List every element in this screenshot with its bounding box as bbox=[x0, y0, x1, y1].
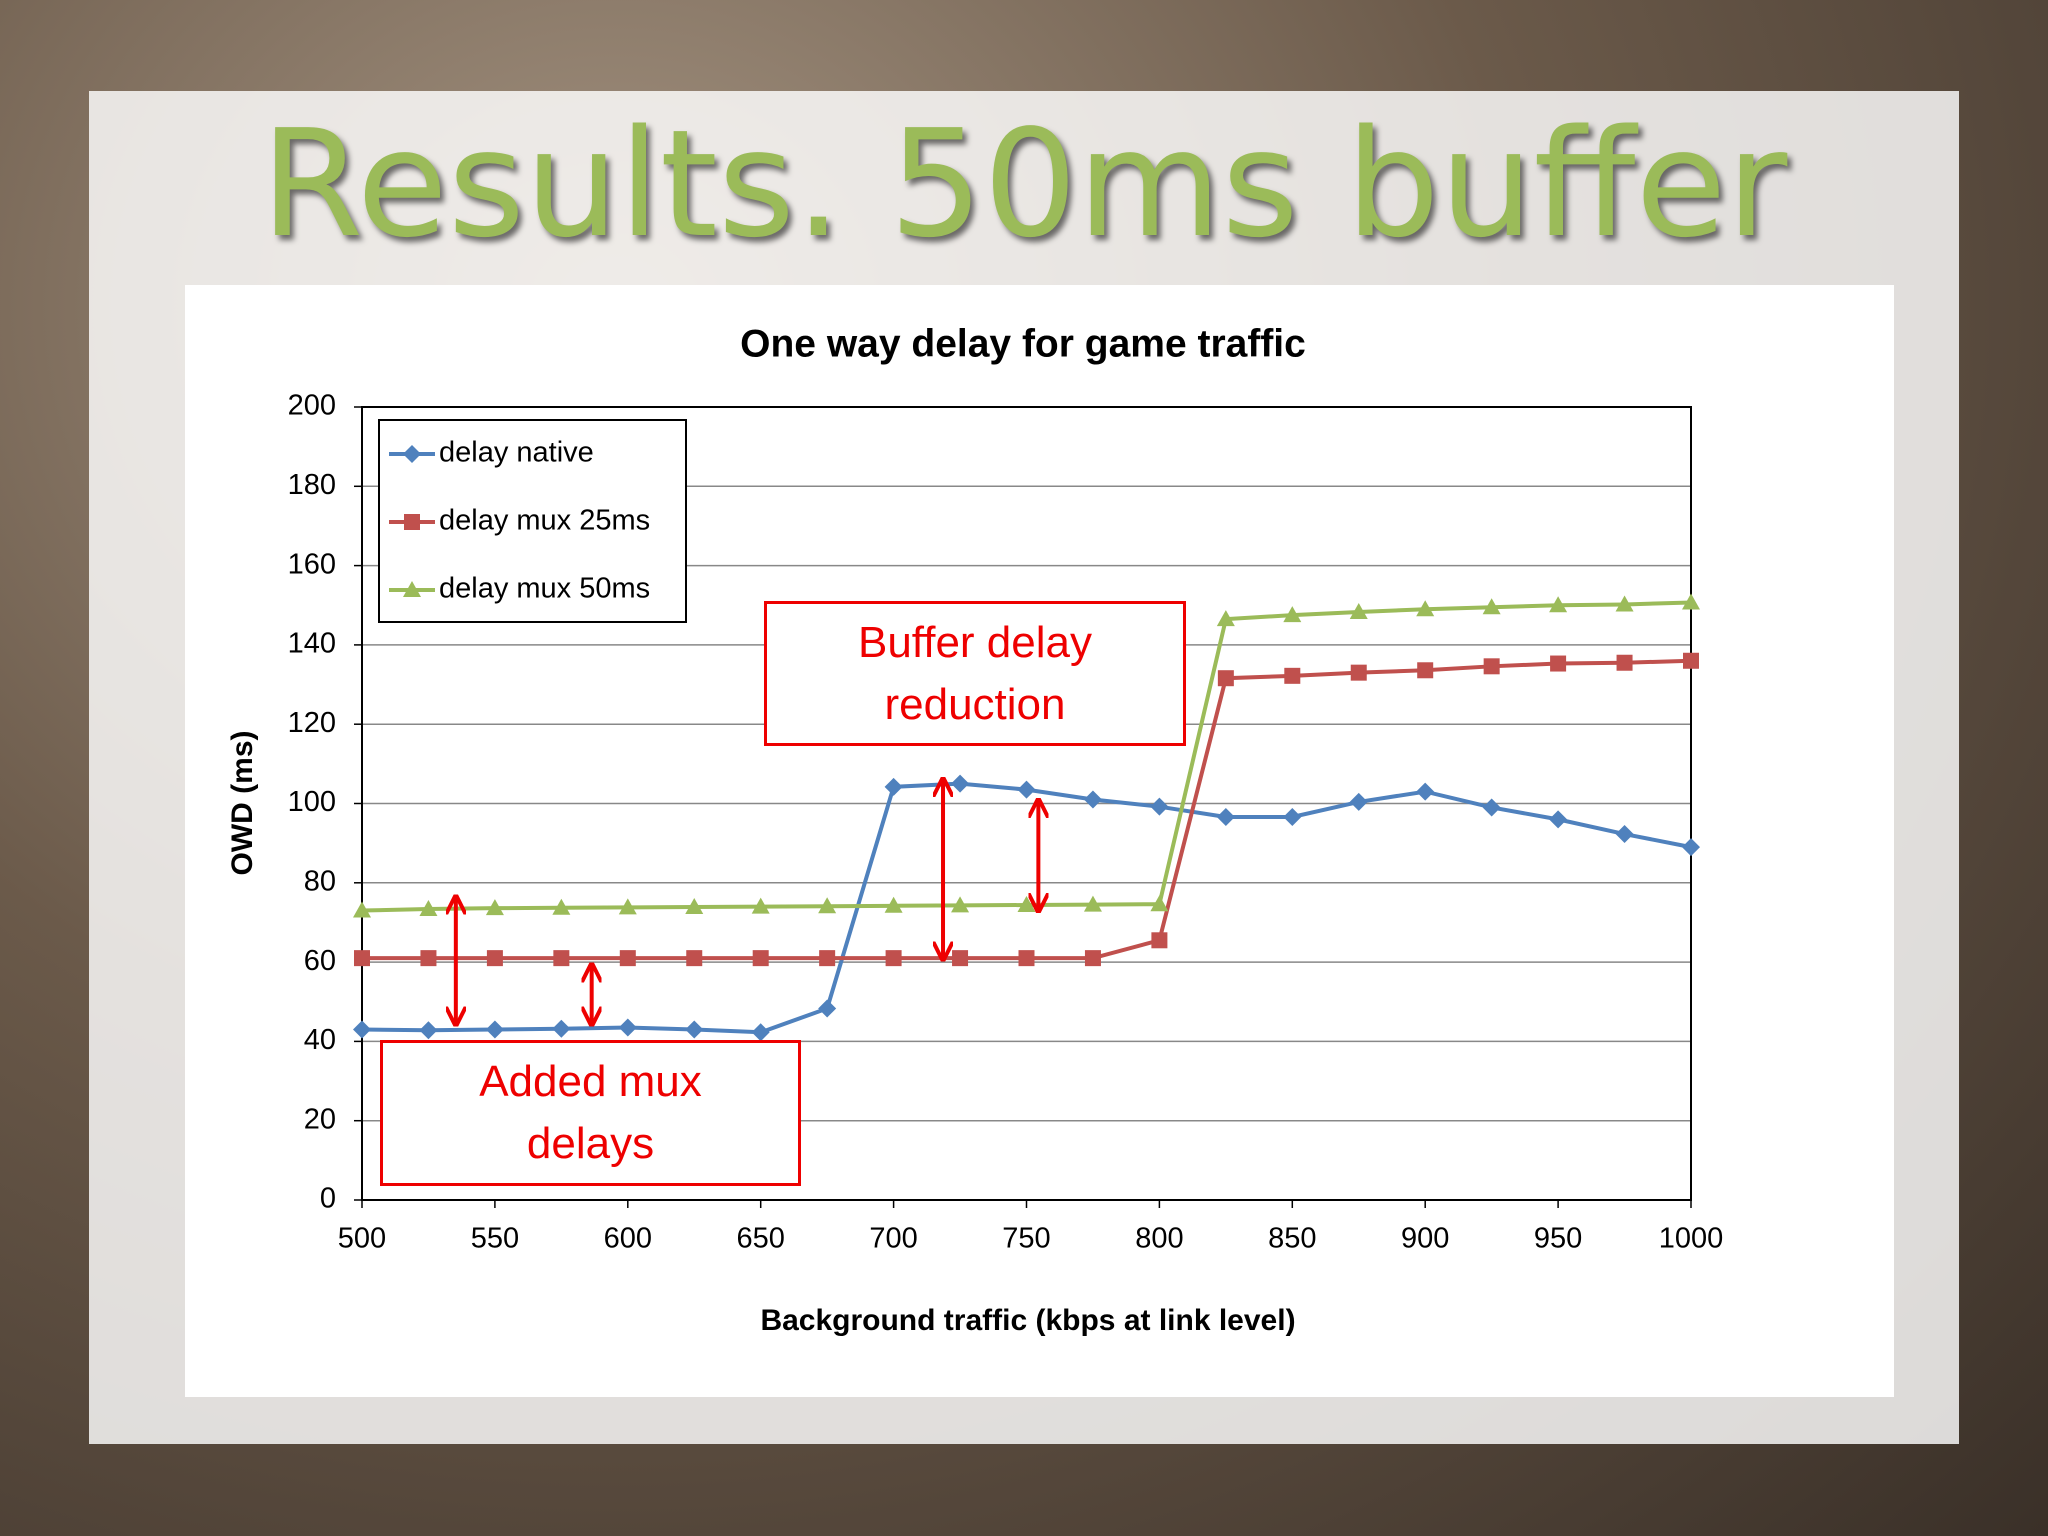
marker bbox=[552, 1019, 571, 1038]
marker bbox=[951, 774, 970, 793]
y-tick-label: 0 bbox=[320, 1183, 336, 1215]
y-tick-label: 80 bbox=[304, 865, 336, 897]
marker bbox=[751, 897, 770, 914]
marker bbox=[618, 898, 637, 915]
plot-frame bbox=[361, 406, 1692, 1201]
marker bbox=[1216, 610, 1235, 627]
marker bbox=[403, 445, 421, 463]
y-tick-label: 40 bbox=[304, 1024, 336, 1056]
x-tick-label: 950 bbox=[1534, 1223, 1582, 1255]
x-axis-label: Background traffic (kbps at link level) bbox=[760, 1304, 1295, 1337]
marker bbox=[485, 1020, 504, 1039]
legend-label: delay mux 25ms bbox=[439, 505, 650, 537]
y-tick-label: 200 bbox=[288, 390, 336, 422]
marker bbox=[819, 950, 836, 967]
marker bbox=[1283, 606, 1302, 623]
marker bbox=[419, 1021, 438, 1040]
marker bbox=[1616, 654, 1633, 671]
marker bbox=[486, 950, 503, 967]
marker bbox=[1350, 664, 1367, 681]
marker bbox=[353, 1020, 371, 1039]
marker bbox=[1482, 598, 1501, 615]
marker bbox=[1483, 658, 1500, 675]
marker bbox=[354, 950, 370, 967]
x-tick-label: 500 bbox=[338, 1223, 386, 1255]
marker bbox=[1349, 792, 1368, 811]
marker bbox=[1217, 670, 1234, 687]
legend-label: delay native bbox=[439, 437, 594, 469]
marker bbox=[884, 777, 903, 796]
y-tick-label: 120 bbox=[288, 707, 336, 739]
marker bbox=[485, 899, 504, 916]
marker bbox=[419, 899, 438, 916]
marker bbox=[951, 896, 970, 913]
marker bbox=[686, 950, 703, 967]
marker bbox=[1283, 807, 1302, 826]
marker bbox=[403, 581, 421, 597]
marker bbox=[885, 950, 902, 967]
marker bbox=[1416, 600, 1435, 617]
marker bbox=[404, 514, 420, 530]
marker bbox=[1682, 838, 1700, 857]
x-tick-label: 550 bbox=[471, 1223, 519, 1255]
marker bbox=[619, 950, 636, 967]
marker bbox=[1151, 932, 1168, 949]
marker bbox=[1549, 596, 1568, 613]
y-tick-label: 20 bbox=[304, 1103, 336, 1135]
marker bbox=[752, 950, 769, 967]
marker bbox=[1018, 950, 1035, 967]
marker bbox=[420, 950, 437, 967]
marker bbox=[818, 897, 837, 914]
marker bbox=[1550, 655, 1567, 672]
marker bbox=[685, 897, 704, 914]
marker bbox=[1615, 825, 1634, 844]
y-axis-label: OWD (ms) bbox=[226, 731, 259, 876]
marker bbox=[1416, 782, 1435, 801]
x-tick-label: 850 bbox=[1268, 1223, 1316, 1255]
marker bbox=[1284, 667, 1301, 684]
y-tick-label: 160 bbox=[288, 548, 336, 580]
y-tick-label: 60 bbox=[304, 945, 336, 977]
y-tick-label: 100 bbox=[288, 786, 336, 818]
marker bbox=[952, 950, 969, 967]
marker bbox=[1682, 593, 1700, 610]
x-tick-label: 800 bbox=[1135, 1223, 1183, 1255]
x-tick-label: 650 bbox=[737, 1223, 785, 1255]
marker bbox=[353, 901, 371, 918]
marker bbox=[1349, 602, 1368, 619]
marker bbox=[1083, 895, 1102, 912]
marker bbox=[1017, 780, 1036, 799]
marker bbox=[1683, 652, 1699, 669]
annotation: Added mux delays bbox=[380, 1040, 801, 1186]
x-tick-label: 900 bbox=[1401, 1223, 1449, 1255]
marker bbox=[884, 896, 903, 913]
marker bbox=[1084, 950, 1101, 967]
marker bbox=[1083, 790, 1102, 809]
marker bbox=[1216, 807, 1235, 826]
y-tick-label: 140 bbox=[288, 628, 336, 660]
legend-label: delay mux 50ms bbox=[439, 573, 650, 605]
chart-title: One way delay for game traffic bbox=[740, 322, 1306, 365]
marker bbox=[553, 950, 570, 967]
y-tick-label: 180 bbox=[288, 469, 336, 501]
x-tick-label: 600 bbox=[604, 1223, 652, 1255]
marker bbox=[685, 1020, 704, 1039]
marker bbox=[1549, 810, 1568, 829]
marker bbox=[1150, 895, 1169, 912]
marker bbox=[1482, 798, 1501, 817]
x-tick-label: 750 bbox=[1002, 1223, 1050, 1255]
marker bbox=[552, 898, 571, 915]
marker bbox=[1150, 797, 1169, 816]
marker bbox=[1615, 595, 1634, 612]
x-tick-label: 700 bbox=[869, 1223, 917, 1255]
marker bbox=[818, 999, 837, 1018]
marker bbox=[618, 1018, 637, 1037]
x-tick-label: 1000 bbox=[1659, 1223, 1724, 1255]
slide-title: Results. 50ms buffer bbox=[260, 98, 1788, 270]
marker bbox=[751, 1023, 770, 1042]
marker bbox=[1417, 662, 1434, 679]
annotation: Buffer delay reduction bbox=[764, 601, 1186, 746]
